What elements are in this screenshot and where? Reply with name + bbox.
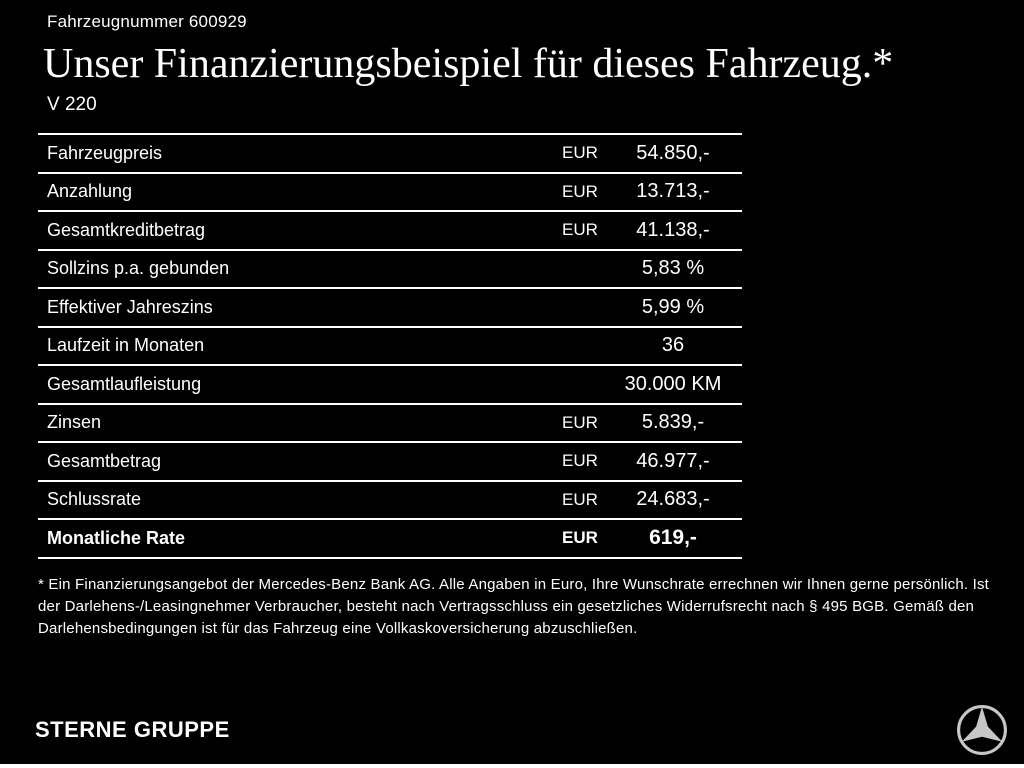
table-row: Sollzins p.a. gebunden 5,83 % (38, 248, 742, 288)
row-value: 5,83 % (641, 257, 705, 280)
table-row: Effektiver Jahreszins 5,99 % (38, 287, 742, 326)
row-currency: EUR (562, 528, 598, 548)
row-value: 54.850,- (636, 141, 710, 164)
row-label: Zinsen (47, 412, 102, 433)
table-row: Laufzeit in Monaten 36 (38, 325, 742, 365)
row-value: 5,99 % (641, 295, 705, 318)
vehicle-model: V 220 (47, 94, 97, 116)
row-value: 5.839,- (641, 411, 705, 434)
page-title: Unser Finanzierungsbeispiel für dieses F… (43, 41, 894, 87)
row-currency: EUR (562, 220, 598, 240)
table-row-monthly-rate: Monatliche Rate EUR 619,- (38, 518, 742, 557)
row-label: Gesamtlaufleistung (47, 373, 202, 394)
row-value: 619,- (649, 526, 697, 550)
row-label: Laufzeit in Monaten (47, 335, 205, 356)
content-area: Fahrzeugnummer 600929 Unser Finanzierung… (38, 12, 990, 637)
table-row: Gesamtbetrag EUR 46.977,- (38, 441, 742, 480)
table-row: Gesamtkreditbetrag EUR 41.138,- (38, 210, 742, 249)
row-label: Monatliche Rate (47, 527, 186, 548)
footnote: * Ein Finanzierungsangebot der Mercedes-… (38, 575, 990, 637)
table-row: Anzahlung EUR 13.713,- (38, 171, 742, 211)
table-row: Schlussrate EUR 24.683,- (38, 479, 742, 519)
bottom-edge-bar (0, 764, 1024, 768)
row-label: Schlussrate (47, 489, 142, 510)
table-row: Gesamtlaufleistung 30.000 KM (38, 364, 742, 403)
mercedes-star-icon (956, 704, 1008, 756)
row-currency: EUR (562, 143, 598, 163)
row-label: Gesamtbetrag (47, 450, 162, 471)
dealer-brand: STERNE GRUPPE (35, 717, 230, 742)
row-label: Sollzins p.a. gebunden (47, 258, 230, 279)
row-label: Anzahlung (47, 181, 133, 202)
table-row: Zinsen EUR 5.839,- (38, 402, 742, 442)
row-value: 46.977,- (636, 449, 710, 472)
finance-table: Fahrzeugpreis EUR 54.850,- Anzahlung EUR… (38, 133, 742, 559)
row-value: 30.000 KM (624, 372, 722, 395)
row-currency: EUR (562, 412, 598, 432)
row-label: Fahrzeugpreis (47, 142, 163, 163)
row-value: 13.713,- (636, 180, 710, 203)
row-currency: EUR (562, 451, 598, 471)
footer: STERNE GRUPPE (35, 704, 1008, 756)
table-row: Fahrzeugpreis EUR 54.850,- (38, 133, 742, 172)
row-value: 24.683,- (636, 488, 710, 511)
row-label: Effektiver Jahreszins (47, 296, 213, 317)
row-label: Gesamtkreditbetrag (47, 219, 206, 240)
row-currency: EUR (562, 489, 598, 509)
row-value: 36 (661, 334, 685, 357)
row-value: 41.138,- (636, 218, 710, 241)
vehicle-number: Fahrzeugnummer 600929 (47, 12, 247, 31)
row-currency: EUR (562, 181, 598, 201)
